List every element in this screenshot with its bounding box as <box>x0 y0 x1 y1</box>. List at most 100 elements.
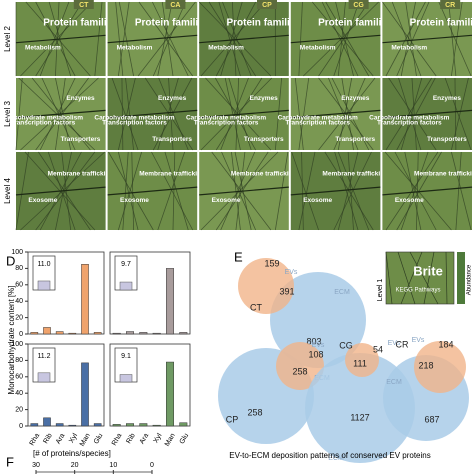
panel-label: F <box>6 454 14 469</box>
evs-circle <box>276 342 324 390</box>
treemap-edge <box>15 186 106 196</box>
y-tick-label: 100 <box>11 249 23 256</box>
treemap-label: Exosome <box>120 197 149 204</box>
treemap-edge <box>117 1 130 77</box>
y-tick-label: 0 <box>19 423 23 430</box>
column-tag <box>257 0 277 9</box>
column-tag <box>73 0 94 9</box>
treemap-label: Exosome <box>212 197 241 204</box>
treemap-edge <box>121 77 124 151</box>
treemap-edge <box>411 77 417 151</box>
bar <box>126 423 134 427</box>
column-label: CP <box>262 2 272 9</box>
column-tag <box>165 0 186 9</box>
treemap-edge <box>382 34 473 44</box>
treemap-edge <box>448 1 457 77</box>
y-tick-label: 20 <box>15 406 23 413</box>
x-tick-label: 20 <box>71 462 79 469</box>
treemap-edge <box>15 34 106 44</box>
bar <box>81 264 89 335</box>
treemap-edge <box>152 1 189 77</box>
treemap-edge <box>158 77 189 151</box>
y-tick-label: 0 <box>19 331 23 338</box>
legend-edge <box>423 251 435 305</box>
bar <box>152 332 161 335</box>
treemap-edge <box>450 1 463 77</box>
treemap-edge <box>333 1 360 77</box>
x-tick-label: 0 <box>150 462 154 469</box>
treemap-label: Membrane trafficking <box>414 171 474 178</box>
treemap-edge <box>325 1 370 77</box>
treemap-edge <box>117 151 143 231</box>
bar <box>179 332 188 335</box>
treemap-label: Carbohydrate metabolism <box>369 114 449 121</box>
inset-label: 9.7 <box>121 261 131 268</box>
treemap-edge <box>137 1 196 77</box>
treemap-edge <box>122 151 129 231</box>
y-tick-label: 100 <box>11 341 23 348</box>
venn-evs-only: 184 <box>438 339 453 349</box>
treemap-edge <box>231 151 241 231</box>
treemap-label: Membrane trafficking <box>322 171 388 178</box>
venn-ecm-label: ECM <box>328 455 344 462</box>
treemap-edge <box>117 151 139 231</box>
treemap-label: Transcription factors <box>11 119 76 126</box>
column-label: CT <box>79 2 89 9</box>
y-tick-label: 60 <box>15 282 23 289</box>
treemap-edge <box>274 151 289 231</box>
treemap-label: Transcription factors <box>377 119 442 126</box>
treemap-edge <box>382 186 473 196</box>
venn-evs-label: EVs <box>312 342 325 349</box>
treemap-label: Enzymes <box>433 95 462 102</box>
treemap-edge <box>382 1 437 77</box>
venn-ecm-label: ECM <box>334 289 350 296</box>
x-tick-label: Ara <box>55 432 67 445</box>
treemap-edge <box>382 109 473 119</box>
treemap-label: Membrane trafficking <box>231 171 297 178</box>
plot-frame <box>27 343 105 427</box>
treemap-edge <box>144 77 194 151</box>
x-tick-label: Rha <box>111 432 124 447</box>
treemap-edge <box>394 151 437 231</box>
treemap-edge <box>400 1 416 77</box>
inset-label: 11.0 <box>37 261 50 268</box>
treemap-edge <box>118 1 134 77</box>
x-tick-label: Xyl <box>153 432 164 444</box>
venn-name: CG <box>339 340 353 350</box>
venn-name: CR <box>396 339 409 349</box>
bar <box>139 332 148 335</box>
x-tick-label: Man <box>79 432 92 447</box>
treemap-edge <box>290 109 381 119</box>
treemap-edge <box>15 151 29 231</box>
treemap-edge <box>107 109 198 119</box>
treemap-edge <box>172 151 176 231</box>
treemap-edge <box>454 77 457 151</box>
legend-scale: Abundance <box>467 264 473 295</box>
venn-evs-only: 108 <box>308 349 323 359</box>
treemap-edge <box>438 1 472 77</box>
treemap-label: Protein families <box>135 17 210 28</box>
treemap-edge <box>290 34 381 44</box>
column-tag <box>348 0 369 9</box>
treemap-label: Transporters <box>335 136 375 143</box>
treemap-edge <box>291 151 319 231</box>
bar <box>30 423 39 427</box>
legend-edge <box>400 251 423 305</box>
bar <box>43 327 51 335</box>
treemap-edge <box>335 1 354 77</box>
legend-edge <box>445 251 448 305</box>
bar <box>139 423 148 427</box>
treemap-edge <box>396 1 430 77</box>
venn-evs-label: EVs <box>388 340 401 347</box>
treemap-edge <box>333 77 366 151</box>
bar <box>68 424 77 427</box>
treemap-edge <box>455 151 462 231</box>
treemap-edge <box>218 1 241 77</box>
inset-label: 11.2 <box>37 353 50 360</box>
plot-frame <box>27 251 105 335</box>
y-tick-label: 80 <box>15 357 23 364</box>
treemap-edge <box>115 1 124 77</box>
bar <box>93 332 102 335</box>
treemap-edge <box>164 151 189 231</box>
treemap-label: Enzymes <box>341 95 370 102</box>
